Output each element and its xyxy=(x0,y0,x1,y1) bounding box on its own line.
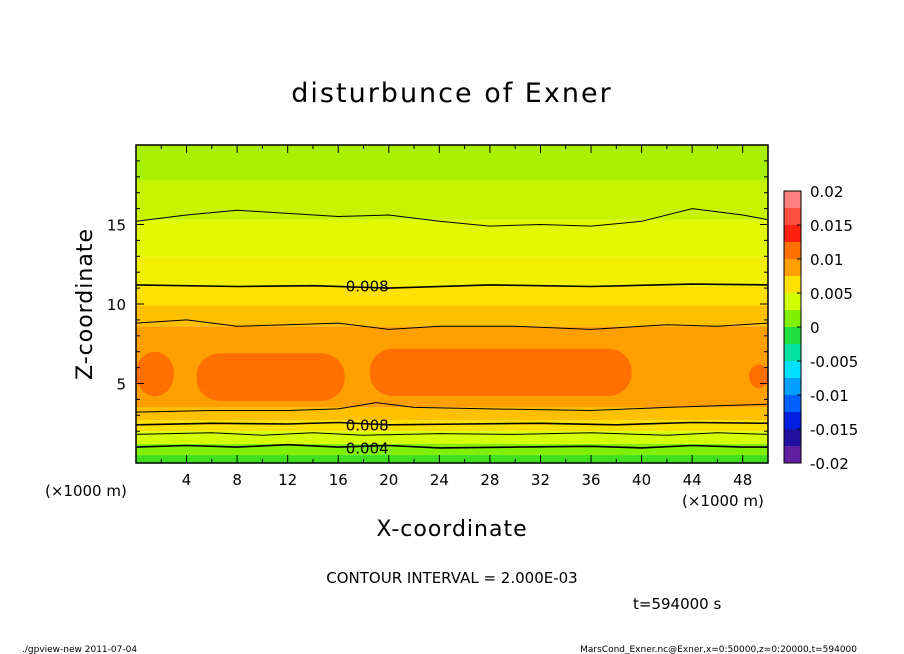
contour-label-2: 0.008 xyxy=(346,417,389,435)
field-band-4 xyxy=(136,407,768,421)
high-value-region-0 xyxy=(136,351,174,397)
field-band-11 xyxy=(136,145,768,180)
colorbar-ticks: 0.02 0.015 0.01 0.005 0 -0.005 -0.01 -0.015 -0.0… xyxy=(797,183,858,473)
colorbar-tick-label-5: -0.005 xyxy=(810,353,858,371)
colorbar xyxy=(784,191,801,463)
high-value-region-2 xyxy=(369,348,632,397)
contour-line-4 xyxy=(136,319,768,330)
field-band-6 xyxy=(136,305,768,327)
x-tick-label-9: 40 xyxy=(632,471,651,489)
time-label: t=594000 s xyxy=(633,595,721,613)
x-tick-label-4: 20 xyxy=(379,471,398,489)
contour-line-1 xyxy=(136,432,768,436)
chart-title: disturbunce of Exner xyxy=(291,78,612,109)
colorbar-level-5 xyxy=(784,276,801,293)
colorbar-level-12 xyxy=(784,395,801,412)
colorbar-level-10 xyxy=(784,361,801,378)
contour-line-3 xyxy=(136,402,768,413)
x-tick-label-7: 32 xyxy=(531,471,550,489)
colorbar-tick-label-8: -0.02 xyxy=(810,455,849,473)
x-tick-label-1: 8 xyxy=(232,471,242,489)
contour-line-0 xyxy=(136,443,768,449)
colorbar-level-8 xyxy=(784,327,801,344)
field-band-0 xyxy=(136,455,768,463)
high-value-region-1 xyxy=(196,353,345,401)
contour-lines xyxy=(136,208,768,449)
colorbar-tick-label-4: 0 xyxy=(810,319,820,337)
colorbar-level-13 xyxy=(784,412,801,429)
colorbar-level-6 xyxy=(784,293,801,310)
field-band-3 xyxy=(136,420,768,432)
x-unit-right: (×1000 m) xyxy=(682,492,764,510)
contour-label-5: 0.008 xyxy=(346,278,389,296)
colorbar-level-4 xyxy=(784,259,801,276)
colorbar-tick-label-0: 0.02 xyxy=(810,183,843,201)
contour-line-2 xyxy=(136,421,768,426)
colorbar-level-2 xyxy=(784,225,801,242)
colorbar-level-15 xyxy=(784,446,801,463)
colorbar-level-14 xyxy=(784,429,801,446)
field-band-8 xyxy=(136,256,768,287)
x-tick-label-0: 4 xyxy=(182,471,192,489)
colorbar-tick-label-3: 0.005 xyxy=(810,285,853,303)
colorbar-tick-label-1: 0.015 xyxy=(810,217,853,235)
x-tick-label-10: 44 xyxy=(683,471,702,489)
colorbar-level-11 xyxy=(784,378,801,395)
colorbar-level-7 xyxy=(784,310,801,327)
colorbar-level-0 xyxy=(784,191,801,208)
field-band-7 xyxy=(136,286,768,306)
contour-line-6 xyxy=(136,208,768,227)
colorbar-tick-label-7: -0.015 xyxy=(810,421,858,439)
x-tick-label-5: 24 xyxy=(430,471,449,489)
colorbar-level-9 xyxy=(784,344,801,361)
x-axis-ticks: 4 8 12 16 20 24 28 32 36 40 44 48 xyxy=(160,145,752,489)
y-tick-label-1: 10 xyxy=(107,296,126,314)
colorbar-level-3 xyxy=(784,242,801,259)
x-unit-left: (×1000 m) xyxy=(45,482,127,500)
contour-interval: CONTOUR INTERVAL = 2.000E-03 xyxy=(326,569,577,587)
x-tick-label-3: 16 xyxy=(329,471,348,489)
field-band-10 xyxy=(136,179,768,220)
x-tick-label-11: 48 xyxy=(733,471,752,489)
colorbar-tick-label-6: -0.01 xyxy=(810,387,849,405)
contour-fill xyxy=(136,145,768,463)
field-band-1 xyxy=(136,443,768,456)
y-tick-label-0: 5 xyxy=(116,376,126,394)
y-axis-label: Z-coordinate xyxy=(73,228,98,380)
contour-line-5 xyxy=(136,283,768,289)
colorbar-tick-label-2: 0.01 xyxy=(810,251,843,269)
x-axis-label: X-coordinate xyxy=(376,517,527,542)
x-tick-label-6: 28 xyxy=(480,471,499,489)
x-tick-label-2: 12 xyxy=(278,471,297,489)
high-value-region-3 xyxy=(749,364,768,389)
field-band-2 xyxy=(136,431,768,444)
x-tick-label-8: 36 xyxy=(581,471,600,489)
footer-left: ./gpview-new 2011-07-04 xyxy=(22,645,137,654)
footer-right: MarsCond_Exner.nc@Exner,x=0:50000,z=0:20… xyxy=(580,645,857,654)
field-band-9 xyxy=(136,219,768,257)
colorbar-level-1 xyxy=(784,208,801,225)
contour-labels: 0.004 0.008 0.008 xyxy=(346,278,389,458)
y-tick-label-2: 15 xyxy=(107,217,126,235)
contour-label-0: 0.004 xyxy=(346,440,389,458)
y-axis-ticks: 5 10 15 xyxy=(107,160,768,448)
